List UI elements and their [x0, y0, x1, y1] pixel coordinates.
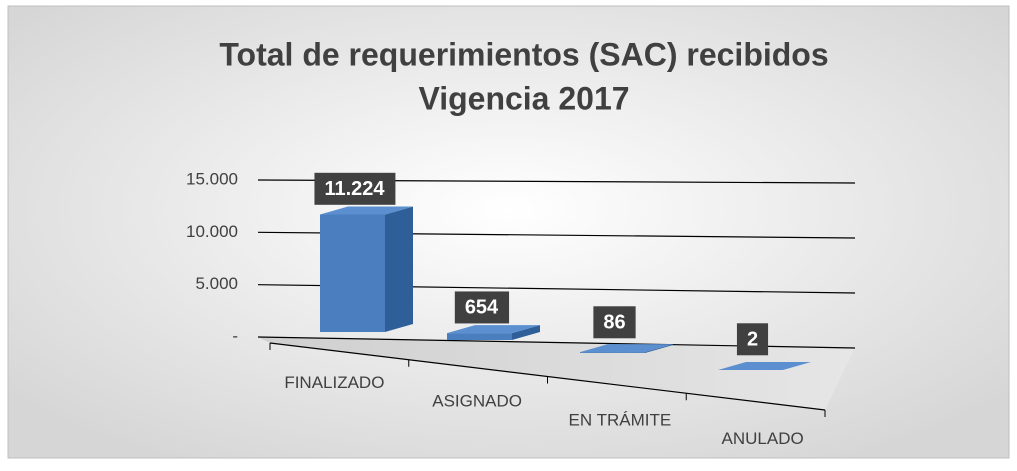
y-tick-label: 10.000: [186, 222, 238, 241]
bar-face: [580, 352, 645, 353]
x-tick-label: ANULADO: [722, 429, 804, 448]
x-tick-label: FINALIZADO: [284, 373, 384, 392]
bar-face: [385, 207, 413, 332]
x-tick-label: EN TRÁMITE: [569, 410, 672, 429]
x-tick-label: ASIGNADO: [432, 392, 522, 411]
bar-face: [320, 215, 385, 332]
y-tick-label: 5.000: [195, 274, 238, 293]
y-tick-label: -: [232, 326, 238, 345]
y-tick-label: 15.000: [186, 169, 238, 188]
chart-title: Total de requerimientos (SAC) recibidos: [219, 36, 828, 72]
bar-face: [447, 333, 512, 340]
background: [8, 6, 1009, 458]
bar: [320, 207, 413, 332]
value-label: 86: [603, 311, 625, 333]
value-label: 11.224: [324, 178, 385, 200]
value-label: 654: [465, 296, 499, 318]
value-label: 2: [747, 328, 758, 350]
chart-subtitle: Vigencia 2017: [418, 80, 629, 116]
